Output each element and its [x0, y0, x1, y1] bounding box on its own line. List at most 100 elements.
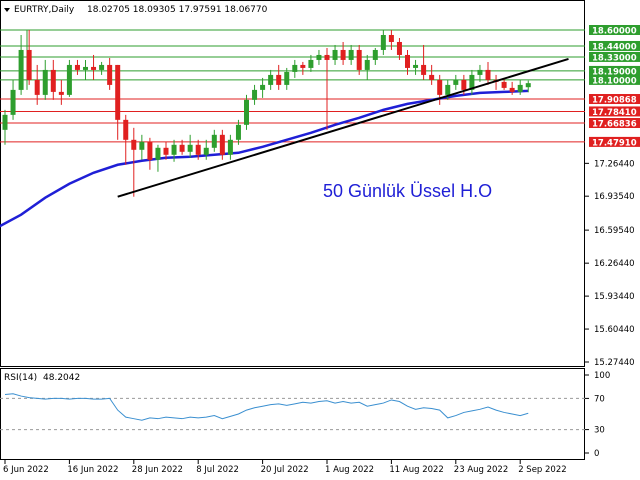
candle-body	[485, 69, 491, 80]
candle-body	[340, 49, 346, 60]
level-label: 17.66836	[589, 118, 640, 130]
candle-body	[10, 89, 16, 115]
price-tick-label: 15.93440	[594, 292, 635, 302]
candle-body	[195, 144, 201, 155]
candle-body	[66, 64, 72, 95]
level-label-box	[589, 25, 640, 35]
level-label: 18.33000	[589, 51, 640, 63]
candle	[396, 37, 402, 60]
candles-layer	[2, 30, 531, 197]
candle-body	[50, 69, 56, 92]
rsi-layer: 100 70 30 0	[0, 371, 610, 459]
candle	[517, 79, 523, 95]
candle-body	[469, 74, 475, 90]
candle-body	[91, 66, 97, 70]
candle	[203, 139, 209, 160]
level-label-text: 17.90868	[592, 96, 637, 106]
candle-body	[99, 64, 105, 70]
candle-body	[203, 147, 209, 155]
price-tick-label: 16.93540	[594, 192, 635, 202]
candle	[219, 129, 225, 160]
candle-body	[2, 114, 8, 130]
candle	[292, 59, 298, 78]
price-tick-label: 16.59540	[594, 226, 635, 236]
candle-body	[18, 49, 24, 90]
candle	[477, 64, 483, 82]
candle	[123, 114, 129, 165]
level-label: 18.10000	[589, 74, 640, 86]
candle	[244, 94, 249, 130]
candle	[18, 34, 24, 95]
candle	[421, 44, 427, 80]
level-label: 18.60000	[589, 25, 640, 37]
candle	[163, 141, 169, 160]
candle	[235, 119, 241, 145]
candle	[525, 80, 531, 93]
candle	[268, 69, 274, 90]
candle-body	[155, 147, 161, 160]
candle-body	[461, 79, 467, 90]
candle-body	[268, 74, 274, 85]
level-label-box	[589, 106, 640, 117]
candle	[332, 44, 338, 65]
candle	[99, 61, 105, 75]
level-label: 17.78410	[589, 106, 640, 118]
candle-body	[131, 139, 137, 150]
candle-body	[163, 147, 169, 155]
candle-body	[517, 84, 523, 92]
candle-body	[34, 79, 40, 95]
candle	[324, 47, 330, 130]
candle-body	[58, 91, 64, 95]
level-label-text: 18.44000	[592, 42, 637, 52]
candle-body	[284, 71, 290, 85]
candle-body	[115, 64, 121, 120]
level-label-text: 17.66836	[592, 120, 637, 130]
candle	[10, 79, 16, 120]
candle	[58, 79, 64, 105]
candle	[316, 49, 322, 65]
candle-body	[372, 49, 378, 60]
candle-body	[396, 41, 402, 55]
time-tick-label: 1 Aug 2022	[325, 465, 374, 475]
candle	[348, 44, 354, 65]
time-tick-label: 2 Sep 2022	[518, 465, 566, 475]
candle	[453, 74, 459, 90]
candle-body	[244, 99, 249, 125]
candle	[74, 59, 80, 75]
candle-body	[364, 59, 370, 70]
level-label-text: 18.33000	[592, 53, 637, 63]
price-tick-label: 17.26440	[594, 159, 635, 169]
level-label-box	[589, 136, 640, 147]
time-tick-label: 11 Aug 2022	[389, 465, 443, 475]
candle-body	[380, 34, 386, 50]
candle	[501, 77, 507, 90]
level-label-box	[589, 74, 640, 85]
candle	[413, 59, 419, 75]
candle	[388, 30, 394, 50]
candle	[34, 64, 40, 105]
candle-body	[123, 119, 129, 140]
header-arrow-icon	[4, 8, 10, 12]
candle-body	[332, 49, 338, 60]
candle-body	[437, 79, 443, 95]
candle-body	[147, 141, 153, 160]
candle	[252, 84, 258, 105]
candle	[276, 64, 282, 90]
candle	[437, 74, 443, 105]
candle-body	[74, 64, 80, 70]
candle	[485, 61, 491, 85]
candle-body	[292, 64, 298, 72]
candle	[260, 77, 266, 98]
candle	[308, 54, 314, 72]
candle	[372, 47, 378, 65]
price-axis: 17.26440 16.93540 16.59540 16.26440 15.93440…	[585, 159, 635, 368]
candle	[155, 144, 161, 172]
candle	[356, 44, 362, 75]
candle	[380, 30, 386, 55]
candle	[171, 139, 177, 162]
candle	[211, 129, 217, 152]
candle-body	[509, 87, 515, 92]
candle-body	[477, 69, 483, 75]
trend-line	[117, 57, 569, 198]
